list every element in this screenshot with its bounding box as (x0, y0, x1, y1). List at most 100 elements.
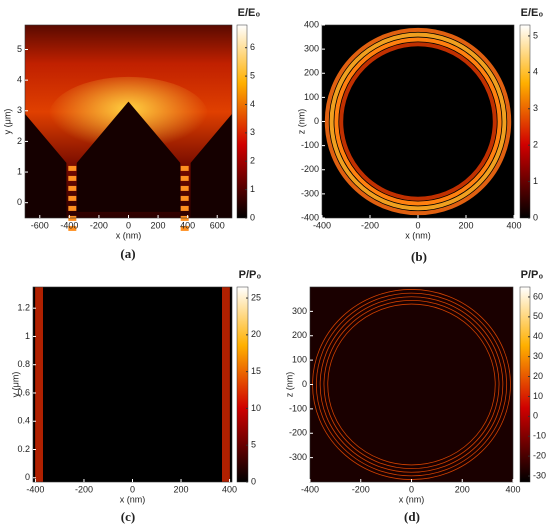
y-tick-label: 0 (17, 197, 22, 207)
y-tick-label: 0 (25, 472, 30, 482)
colorbar-tick-label: 30 (533, 351, 543, 361)
field-band (68, 205, 77, 211)
field-stripe (222, 287, 226, 482)
field-ring (327, 303, 496, 466)
y-tick-label: 100 (304, 92, 319, 102)
y-tick-label: 4 (17, 75, 22, 85)
y-axis-label: z (nm) (296, 109, 306, 135)
field-band (180, 225, 189, 231)
field-band (68, 225, 77, 231)
x-axis-label: x (nm) (399, 494, 425, 504)
y-tick-label: -300 (289, 452, 307, 462)
x-tick-label: -400 (26, 484, 44, 494)
colorbar-tick-label: 1 (533, 176, 538, 186)
field-band (180, 175, 189, 181)
field-band (68, 195, 77, 201)
y-axis-label: z (nm) (284, 372, 294, 398)
y-tick-label: 2 (17, 136, 22, 146)
y-tick-label: 0 (302, 379, 307, 389)
x-tick-label: 200 (174, 484, 189, 494)
y-tick-label: 0.4 (17, 416, 30, 426)
colorbar-tick-label: 60 (533, 291, 543, 301)
colorbar (519, 24, 531, 219)
y-tick-label: 1.2 (17, 303, 30, 313)
y-tick-label: 200 (304, 68, 319, 78)
x-tick-label: 600 (210, 220, 225, 230)
field-band (180, 165, 189, 171)
x-tick-label: -200 (75, 484, 93, 494)
x-tick-label: 400 (505, 484, 520, 494)
field (310, 287, 513, 482)
colorbar-tick-label: 3 (533, 103, 538, 113)
colorbar-tick-label: 3 (250, 127, 255, 137)
structure (76, 101, 181, 212)
x-tick-label: 400 (222, 484, 237, 494)
x-axis-label: x (nm) (116, 230, 142, 240)
colorbar-tick-label: 10 (533, 391, 543, 401)
y-tick-label: 0 (314, 116, 319, 126)
x-tick-label: 200 (151, 220, 166, 230)
x-tick-label: -200 (352, 484, 370, 494)
field-ring (324, 27, 512, 216)
colorbar-tick-label: 6 (250, 42, 255, 52)
x-tick-label: -200 (90, 220, 108, 230)
field-band (180, 215, 189, 221)
colorbar-tick-label: -30 (533, 470, 546, 480)
colorbar-tick-label: 20 (251, 329, 261, 339)
y-axis-label: y (μm) (10, 372, 20, 398)
field-ring (329, 32, 507, 211)
colorbar-tick-label: -10 (533, 431, 546, 441)
panel-label: (b) (411, 249, 427, 264)
x-tick-label: -200 (361, 220, 379, 230)
field-ring (323, 300, 500, 469)
colorbar-title: P/P₀ (239, 269, 262, 281)
x-tick-label: 200 (455, 484, 470, 494)
y-tick-label: 200 (292, 330, 307, 340)
y-tick-label: 100 (292, 355, 307, 365)
y-tick-label: -100 (301, 140, 319, 150)
structure (25, 113, 67, 218)
field-band (68, 175, 77, 181)
colorbar (236, 286, 249, 483)
colorbar-tick-label: 0 (533, 411, 538, 421)
x-tick-label: 200 (458, 220, 473, 230)
y-axis-label: y (μm) (2, 109, 12, 135)
field-ring (334, 37, 502, 206)
x-tick-label: 0 (409, 484, 414, 494)
panel-label: (a) (120, 246, 135, 261)
colorbar-title: P/P₀ (521, 269, 544, 281)
structure (190, 113, 232, 218)
x-axis-label: x (nm) (405, 230, 431, 240)
y-tick-label: 1 (25, 331, 30, 341)
y-tick-label: -200 (289, 428, 307, 438)
colorbar-tick-label: 5 (251, 440, 256, 450)
x-tick-label: -400 (60, 220, 78, 230)
field-band (68, 165, 77, 171)
field-band (180, 185, 189, 191)
field-stripe (35, 287, 39, 482)
field-band (68, 185, 77, 191)
x-tick-label: -400 (313, 220, 331, 230)
y-tick-label: -100 (289, 403, 307, 413)
field-stripe (37, 287, 41, 482)
colorbar-tick-label: 10 (251, 403, 261, 413)
colorbar-tick-label: 0 (533, 212, 538, 222)
colorbar-tick-label: 1 (250, 184, 255, 194)
field-stripe (224, 287, 228, 482)
field-ring (319, 296, 504, 473)
panel-label: (d) (404, 509, 420, 524)
colorbar-tick-label: 2 (250, 156, 255, 166)
colorbar-tick-label: 4 (533, 67, 538, 77)
y-tick-label: 400 (304, 19, 319, 29)
colorbar-tick-label: 40 (533, 331, 543, 341)
field-ring (315, 292, 508, 477)
x-axis-label: x (nm) (120, 494, 146, 504)
x-tick-label: 400 (180, 220, 195, 230)
y-tick-label: 3 (17, 105, 22, 115)
field-ring (339, 42, 497, 201)
x-tick-label: -600 (31, 220, 49, 230)
field-band (180, 205, 189, 211)
colorbar-tick-label: 0 (251, 476, 256, 486)
y-tick-label: 5 (17, 44, 22, 54)
